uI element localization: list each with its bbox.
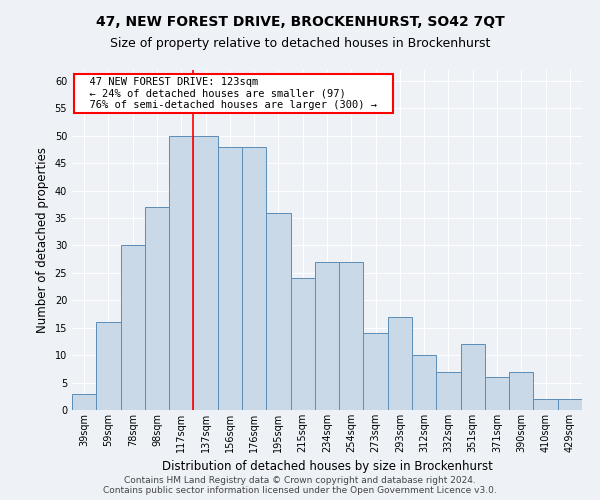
Bar — [558, 399, 582, 410]
Bar — [96, 322, 121, 410]
Bar — [485, 377, 509, 410]
Bar — [364, 333, 388, 410]
Text: 47 NEW FOREST DRIVE: 123sqm  
  ← 24% of detached houses are smaller (97)  
  76: 47 NEW FOREST DRIVE: 123sqm ← 24% of det… — [77, 77, 389, 110]
Text: 47, NEW FOREST DRIVE, BROCKENHURST, SO42 7QT: 47, NEW FOREST DRIVE, BROCKENHURST, SO42… — [95, 15, 505, 29]
Bar — [339, 262, 364, 410]
Bar — [169, 136, 193, 410]
Bar — [121, 246, 145, 410]
Bar — [509, 372, 533, 410]
Text: Contains HM Land Registry data © Crown copyright and database right 2024.
Contai: Contains HM Land Registry data © Crown c… — [103, 476, 497, 495]
Bar — [72, 394, 96, 410]
Bar — [412, 355, 436, 410]
Bar — [315, 262, 339, 410]
Bar — [461, 344, 485, 410]
Bar — [145, 207, 169, 410]
Bar — [266, 212, 290, 410]
Bar — [388, 317, 412, 410]
Bar — [242, 147, 266, 410]
Bar — [193, 136, 218, 410]
Y-axis label: Number of detached properties: Number of detached properties — [36, 147, 49, 333]
X-axis label: Distribution of detached houses by size in Brockenhurst: Distribution of detached houses by size … — [161, 460, 493, 473]
Text: Size of property relative to detached houses in Brockenhurst: Size of property relative to detached ho… — [110, 38, 490, 51]
Bar — [533, 399, 558, 410]
Bar — [218, 147, 242, 410]
Bar — [290, 278, 315, 410]
Bar — [436, 372, 461, 410]
